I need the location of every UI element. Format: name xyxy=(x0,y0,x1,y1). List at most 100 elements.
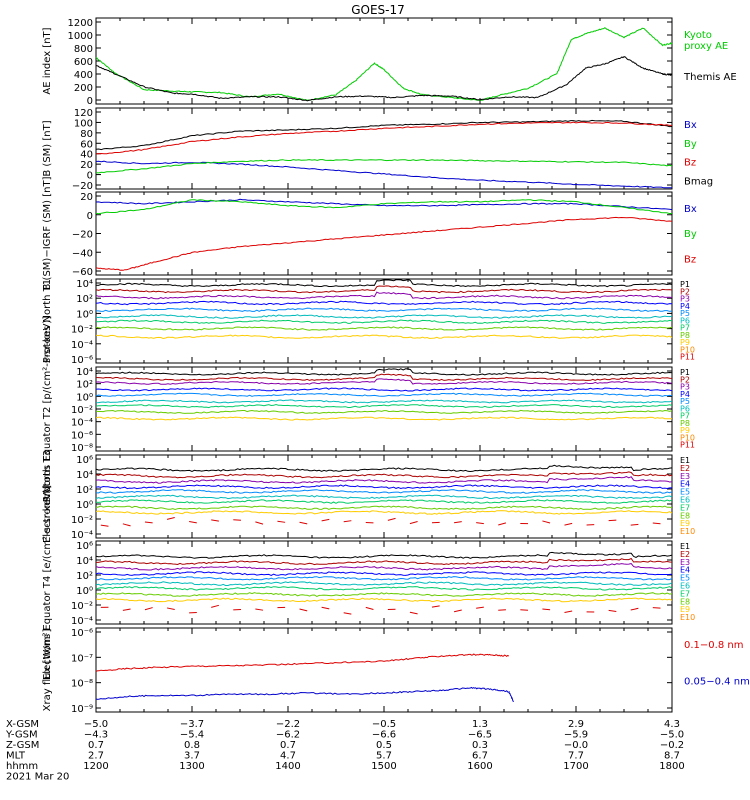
y-tick-label: −20 xyxy=(72,181,93,192)
legend-entry: E6 xyxy=(680,582,690,591)
panel-8: 10⁻⁶ 10⁻⁷ 10⁻⁸ 10⁻⁹ Xray flux [W/m²] 0.1−0.8 … xyxy=(42,627,750,715)
sparse-segment xyxy=(498,522,507,526)
sparse-segment xyxy=(476,606,484,609)
legend-entry: P11 xyxy=(680,353,695,362)
x-axis-value: −6.5 xyxy=(468,730,492,741)
legend-entry: proxy AE xyxy=(684,41,728,52)
legend-entry: P1 xyxy=(680,280,690,289)
x-axis-row-label: Z-GSM xyxy=(6,740,39,751)
legend-entry: By xyxy=(684,139,697,150)
legend-entry: P2 xyxy=(680,375,690,384)
y-tick-label: 10⁻⁷ xyxy=(71,653,93,664)
y-tick-label: 10⁰ xyxy=(76,586,93,597)
channel-line-p6 xyxy=(95,399,673,404)
channel-line-p4 xyxy=(95,387,673,392)
y-tick-label: 10⁶ xyxy=(76,541,93,552)
legend-entry: Bx xyxy=(684,120,697,131)
legend-entry: P5 xyxy=(680,397,690,406)
y-tick-label: 20 xyxy=(80,192,93,203)
y-tick-label: 10⁴ xyxy=(76,470,93,481)
y-tick-label: 10⁴ xyxy=(76,556,93,567)
legend-entry: Kyoto xyxy=(684,30,712,41)
x-axis-value: 1800 xyxy=(659,761,684,772)
y-tick-label: 10⁻⁸ xyxy=(71,443,93,454)
panel-7: 10⁶ 10⁴ 10² 10⁰ 10⁻² 10⁻⁴ Electrons Equator T4… xyxy=(42,485,695,680)
x-axis-value: 1200 xyxy=(83,761,108,772)
y-axis-label: B (SM)−IGRF (SM) [nT] xyxy=(42,176,53,290)
sparse-segment xyxy=(652,522,661,525)
y-tick-label: 10² xyxy=(76,294,93,305)
x-axis-value: 3.7 xyxy=(184,751,200,762)
sparse-segment xyxy=(299,521,308,525)
x-axis-row-label: hhmm xyxy=(6,761,38,772)
y-tick-label: 10⁻² xyxy=(71,601,93,612)
y-tick-label: 10⁻⁴ xyxy=(71,530,93,541)
sparse-segment xyxy=(630,523,639,526)
series-line-bx xyxy=(95,198,673,211)
sparse-segment xyxy=(277,520,286,523)
legend-entry: P8 xyxy=(680,331,690,340)
sparse-segment xyxy=(321,606,330,610)
y-tick-label: 100 xyxy=(74,118,93,129)
channel-line-e6 xyxy=(95,494,673,500)
series-line-bz xyxy=(95,216,673,271)
sparse-segment xyxy=(166,517,175,520)
series-line-0-1-0-8-nm xyxy=(95,653,510,673)
legend-entry: P6 xyxy=(680,404,690,413)
x-axis-value: 2.9 xyxy=(568,719,584,730)
channel-line-e1 xyxy=(95,551,673,559)
sparse-segment xyxy=(211,604,220,608)
x-axis-value: 1.3 xyxy=(472,719,488,730)
legend-entry: P4 xyxy=(680,302,690,311)
sparse-segment xyxy=(343,612,352,615)
legend-entry: E4 xyxy=(680,566,690,575)
channel-line-p2 xyxy=(95,285,673,294)
x-axis-value: −3.7 xyxy=(180,719,204,730)
sparse-segment xyxy=(454,521,462,524)
channel-line-e9 xyxy=(95,597,673,603)
y-tick-label: 10² xyxy=(76,485,93,496)
channel-line-p4 xyxy=(95,300,673,306)
x-axis-value: 8.7 xyxy=(664,751,680,762)
channel-line-e8 xyxy=(95,505,673,511)
y-tick-label: 120 xyxy=(74,108,93,119)
channel-line-e4 xyxy=(95,484,673,490)
x-axis-value: 0.5 xyxy=(376,740,392,751)
sparse-segment xyxy=(321,518,330,522)
legend-entry: P5 xyxy=(680,309,690,318)
sparse-segment xyxy=(564,610,573,614)
y-tick-label: 600 xyxy=(74,57,93,68)
legend-entry: Bz xyxy=(684,254,696,265)
channel-line-p1 xyxy=(95,279,673,288)
y-tick-label: 20 xyxy=(80,160,93,171)
sparse-segment xyxy=(166,607,175,610)
y-tick-label: 10⁰ xyxy=(76,392,93,403)
y-tick-label: 1200 xyxy=(68,18,93,29)
y-tick-label: 10⁻⁸ xyxy=(71,679,93,690)
legend-entry: P9 xyxy=(680,338,690,347)
y-tick-label: 40 xyxy=(80,150,93,161)
panel-6: 10⁶ 10⁴ 10² 10⁰ 10⁻² 10⁻⁴ Electrons North T3 E1… xyxy=(42,450,695,543)
panel-1: 1200 1000 800 600 400 200 0 AE index [nT] Kyotop… xyxy=(42,17,737,107)
legend-entry: E10 xyxy=(680,527,695,536)
y-tick-label: 10⁴ xyxy=(76,367,93,378)
y-tick-label: 10⁻⁴ xyxy=(71,418,93,429)
y-tick-label: 10⁻⁹ xyxy=(71,704,93,715)
legend-entry: E4 xyxy=(680,480,690,489)
legend-entry: By xyxy=(684,229,697,240)
y-axis-label: Electrons North T3 xyxy=(42,450,53,543)
y-axis-label: Protons North T1 xyxy=(42,279,53,363)
legend-entry: Bz xyxy=(684,158,696,169)
legend-entry: P2 xyxy=(680,287,690,296)
sparse-segment xyxy=(100,524,109,527)
legend-entry: E2 xyxy=(680,464,690,473)
channel-line-p6 xyxy=(95,314,673,319)
sparse-segment xyxy=(476,522,484,525)
x-axis-value: −2.2 xyxy=(276,719,300,730)
sparse-segment xyxy=(144,521,153,524)
y-tick-label: 10⁻⁴ xyxy=(71,340,93,351)
sparse-segment xyxy=(122,523,131,527)
y-axis-label: Protons Equator T2 [p/(cm²-s-sr-keV)] xyxy=(42,316,53,503)
